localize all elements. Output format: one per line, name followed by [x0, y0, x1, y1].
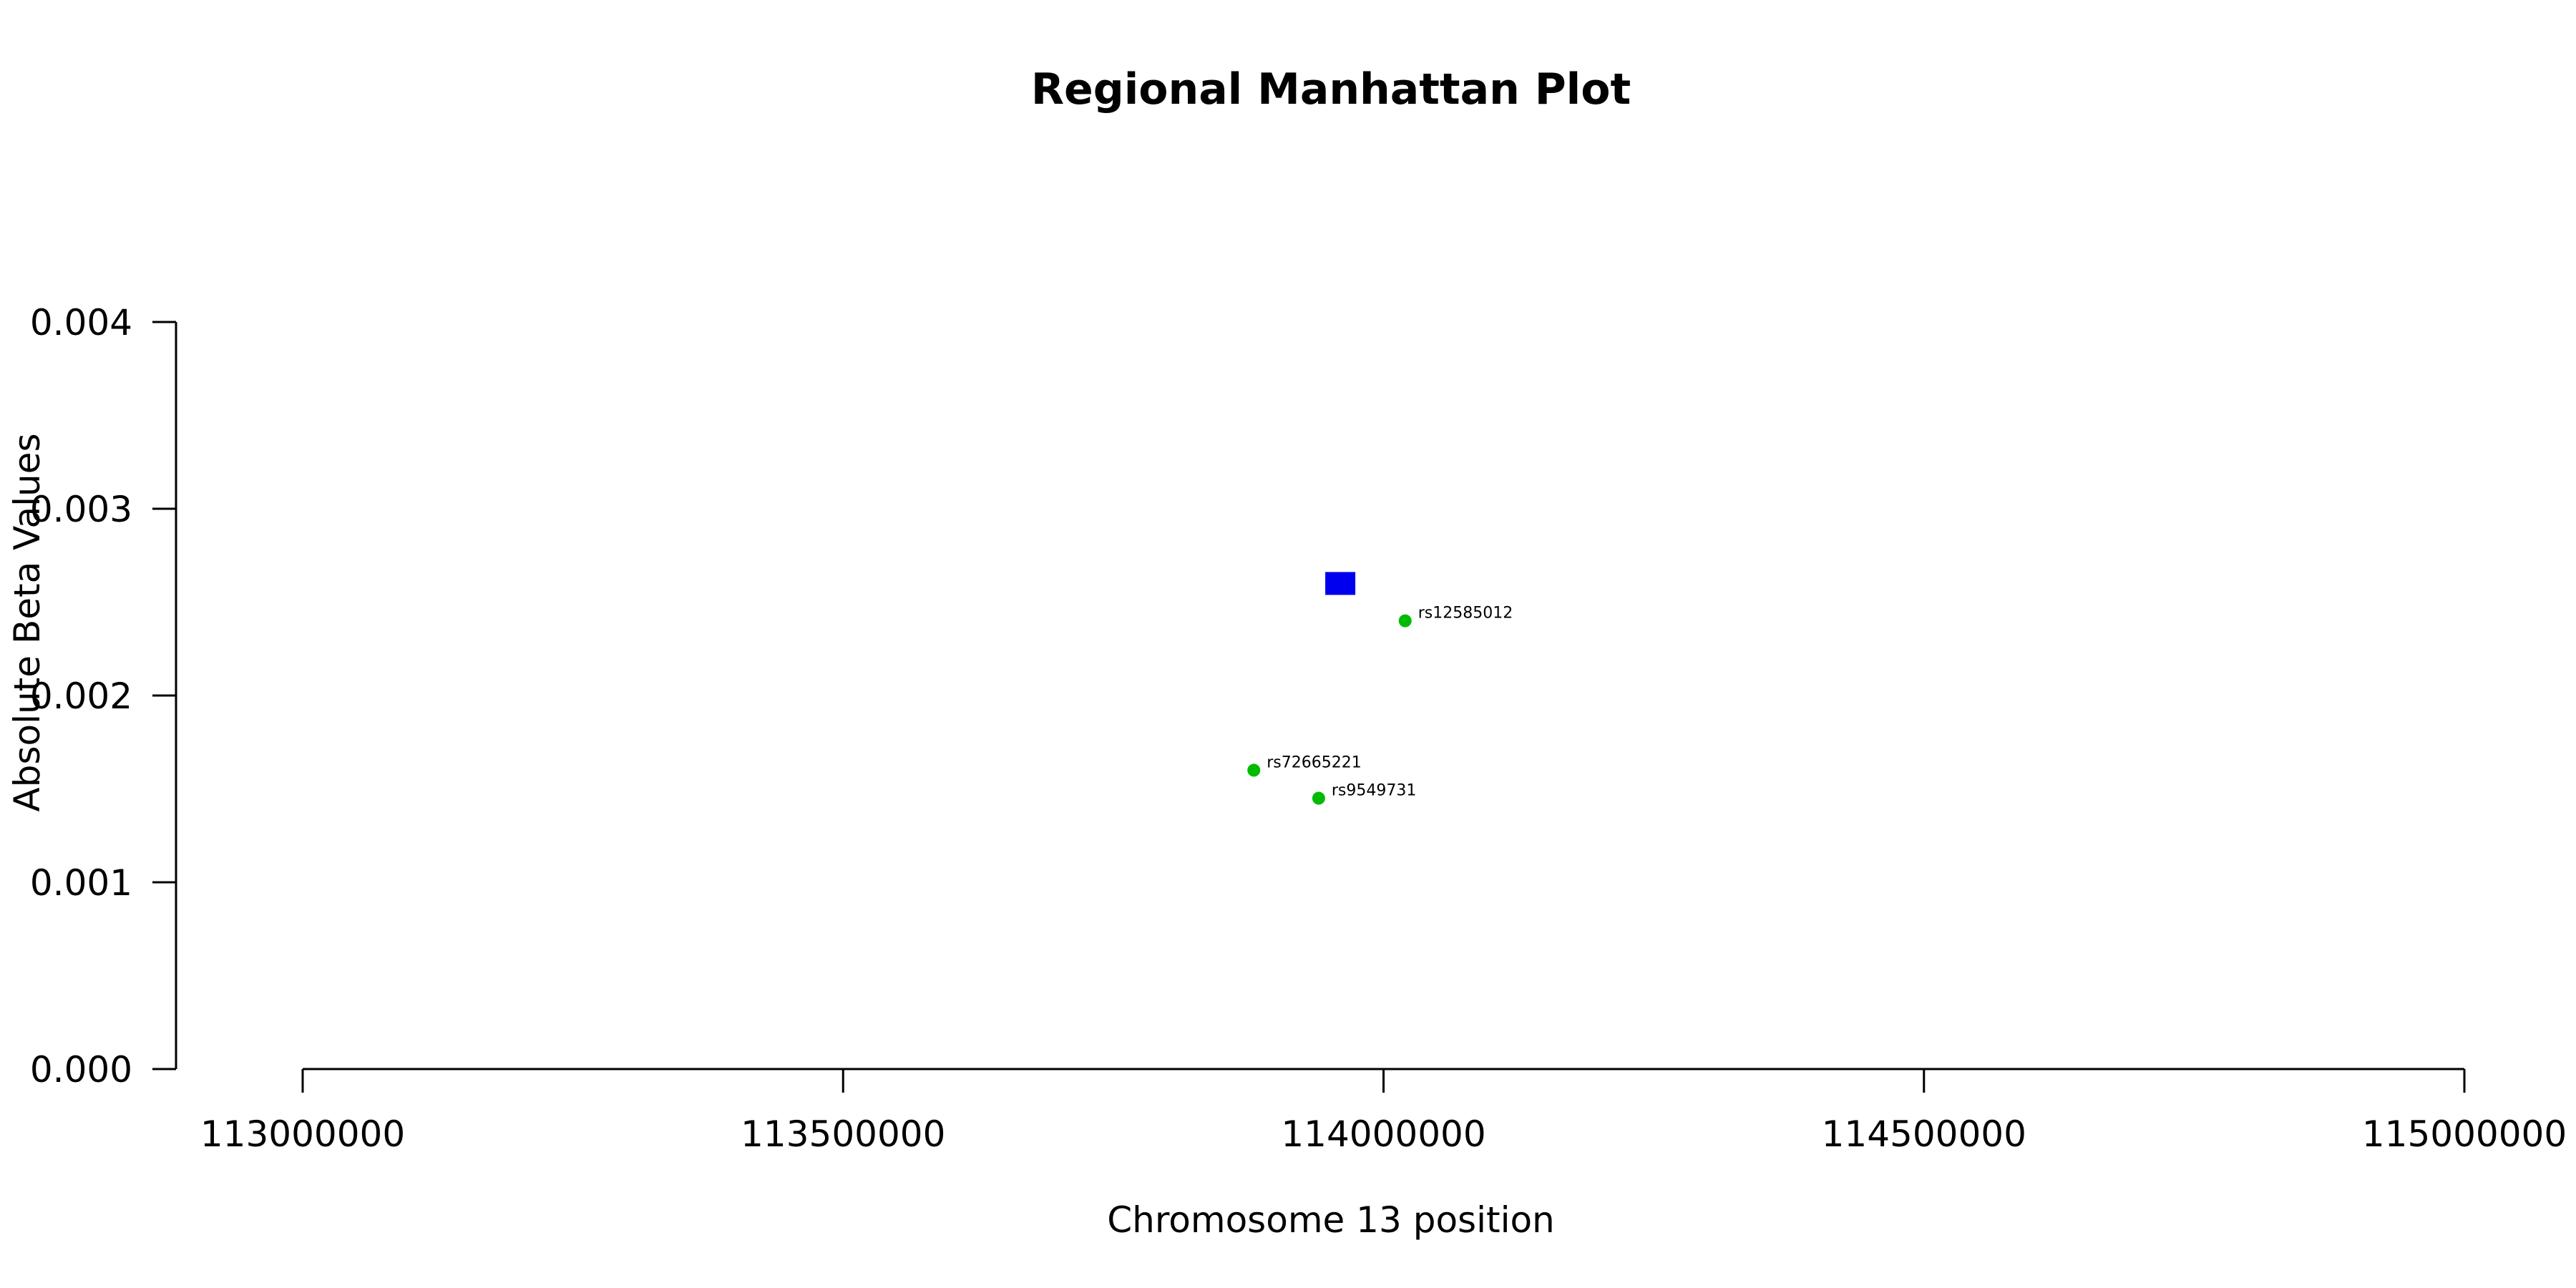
x-axis-ticks: 113000000 113500000 114000000 114500000 1150… [200, 1069, 2567, 1155]
x-tick-label: 114000000 [1281, 1113, 1485, 1155]
y-tick-label: 0.004 [30, 302, 132, 343]
snp-point [1312, 791, 1325, 805]
y-axis-label: Absolute Beta Values [6, 434, 48, 812]
x-tick-label: 115000000 [2362, 1113, 2567, 1155]
y-tick-label: 0.000 [30, 1049, 132, 1091]
x-axis-label: Chromosome 13 position [1107, 1199, 1555, 1241]
snp-label: rs9549731 [1332, 782, 1417, 800]
snp-label: rs72665221 [1267, 753, 1361, 771]
y-axis-ticks: 0.000 0.001 0.002 0.003 0.004 [30, 302, 176, 1091]
snp-label: rs12585012 [1418, 605, 1513, 623]
x-tick-label: 113500000 [741, 1113, 945, 1155]
y-tick-label: 0.001 [30, 862, 132, 904]
y-tick-label: 0.003 [30, 489, 132, 530]
x-tick-label: 114500000 [1822, 1113, 2026, 1155]
lead-snp-marker [1325, 572, 1356, 595]
chart-title: Regional Manhattan Plot [1031, 64, 1631, 114]
snp-point [1398, 614, 1412, 628]
snp-point [1247, 763, 1261, 777]
y-tick-label: 0.002 [30, 675, 132, 717]
data-points: rs12585012 rs72665221 rs9549731 [1247, 572, 1513, 805]
x-tick-label: 113000000 [200, 1113, 405, 1155]
